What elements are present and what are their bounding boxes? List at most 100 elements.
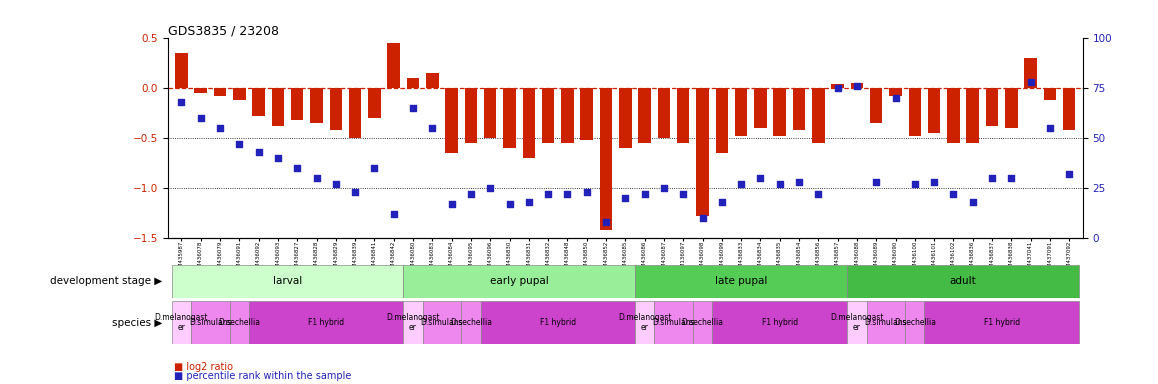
Text: F1 hybrid: F1 hybrid <box>983 318 1020 327</box>
Point <box>269 155 287 161</box>
Bar <box>831 84 844 88</box>
Bar <box>191 301 229 344</box>
Point <box>712 199 731 205</box>
Bar <box>696 88 709 216</box>
Point <box>423 125 441 131</box>
Bar <box>654 301 692 344</box>
Bar <box>461 301 481 344</box>
Bar <box>272 88 284 126</box>
Bar <box>484 88 497 138</box>
Point <box>925 179 944 185</box>
Bar <box>635 301 654 344</box>
Bar <box>542 88 555 143</box>
Bar <box>481 301 635 344</box>
Text: larval: larval <box>273 276 302 286</box>
Point <box>770 181 789 187</box>
Text: D.simulans: D.simulans <box>189 318 232 327</box>
Point <box>500 201 519 207</box>
Point <box>558 191 577 197</box>
Bar <box>638 88 651 143</box>
Point <box>790 179 808 185</box>
Bar <box>793 88 805 130</box>
Bar <box>1063 88 1076 130</box>
Point <box>249 149 267 155</box>
Bar <box>866 301 906 344</box>
Point <box>462 191 481 197</box>
Point <box>867 179 886 185</box>
Bar <box>504 88 515 148</box>
Bar <box>848 265 1079 298</box>
Point <box>732 181 750 187</box>
Point <box>346 189 365 195</box>
Point <box>1041 125 1060 131</box>
Bar <box>985 88 998 126</box>
Point <box>674 191 692 197</box>
Text: ■ log2 ratio: ■ log2 ratio <box>174 362 233 372</box>
Bar <box>754 88 767 128</box>
Text: F1 hybrid: F1 hybrid <box>762 318 798 327</box>
Bar <box>774 88 786 136</box>
Point <box>636 191 654 197</box>
Bar <box>562 88 573 143</box>
Bar <box>229 301 249 344</box>
Bar <box>620 88 631 148</box>
Bar <box>848 301 866 344</box>
Point <box>963 199 982 205</box>
Text: D.melanogast
er: D.melanogast er <box>155 313 208 332</box>
Text: D.sechellia: D.sechellia <box>894 318 936 327</box>
Bar <box>426 73 439 88</box>
Point <box>404 105 423 111</box>
Text: D.simulans: D.simulans <box>865 318 907 327</box>
Point <box>1060 171 1078 177</box>
Bar <box>310 88 323 123</box>
Bar <box>600 88 613 230</box>
Point <box>886 95 904 101</box>
Text: F1 hybrid: F1 hybrid <box>308 318 344 327</box>
Text: species ▶: species ▶ <box>111 318 162 328</box>
Point <box>828 85 846 91</box>
Point <box>1021 79 1040 85</box>
Bar <box>735 88 747 136</box>
Bar <box>812 88 824 143</box>
Point <box>848 83 866 89</box>
Bar <box>522 88 535 158</box>
Point <box>538 191 557 197</box>
Text: F1 hybrid: F1 hybrid <box>540 318 576 327</box>
Bar <box>658 88 670 138</box>
Bar <box>635 265 848 298</box>
Point <box>944 191 962 197</box>
Point <box>906 181 924 187</box>
Text: D.melanogast
er: D.melanogast er <box>830 313 884 332</box>
Point <box>654 185 673 191</box>
Bar <box>252 88 265 116</box>
Bar <box>692 301 712 344</box>
Bar <box>330 88 342 130</box>
Bar <box>175 53 188 88</box>
Point <box>520 199 538 205</box>
Point <box>578 189 596 195</box>
Bar <box>889 88 902 96</box>
Point <box>211 125 229 131</box>
Bar <box>928 88 940 133</box>
Point <box>384 211 403 217</box>
Text: D.melanogast
er: D.melanogast er <box>387 313 440 332</box>
Bar <box>249 301 403 344</box>
Bar <box>909 88 921 136</box>
Bar <box>677 88 689 143</box>
Bar <box>233 88 245 100</box>
Text: late pupal: late pupal <box>714 276 768 286</box>
Point <box>191 115 210 121</box>
Point <box>442 201 461 207</box>
Point <box>809 191 828 197</box>
Text: D.sechellia: D.sechellia <box>450 318 492 327</box>
Point <box>230 141 249 147</box>
Bar <box>1005 88 1018 128</box>
Bar <box>716 88 728 153</box>
Bar <box>870 88 882 123</box>
Point <box>616 195 635 201</box>
Bar <box>464 88 477 143</box>
Point <box>481 185 499 191</box>
Bar <box>1043 88 1056 100</box>
Bar <box>580 88 593 140</box>
Point <box>752 175 770 181</box>
